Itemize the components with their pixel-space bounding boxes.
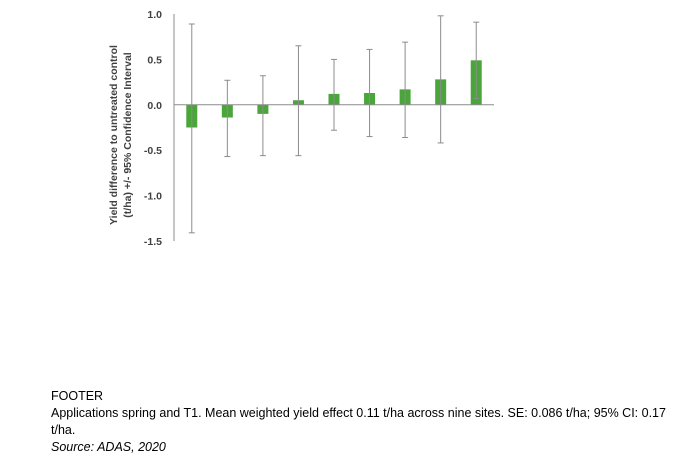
- footer-source: Source: ADAS, 2020: [51, 440, 166, 454]
- y-tick-label: -0.5: [144, 145, 162, 157]
- y-axis: 1.0 0.5 0.0 -0.5 -1.0 -1.5: [144, 9, 175, 248]
- y-tick-label: 0.0: [147, 100, 162, 112]
- footer-text: Applications spring and T1. Mean weighte…: [51, 406, 666, 437]
- error-bars: [188, 15, 480, 234]
- chart: 1.0 0.5 0.0 -0.5 -1.0 -1.5 Yield difference t…: [108, 9, 494, 248]
- footer-heading: FOOTER: [51, 389, 104, 403]
- y-tick-label: 1.0: [147, 9, 162, 21]
- y-axis-label-line1: Yield difference to untreated control: [108, 45, 120, 225]
- y-tick-label: 0.5: [147, 54, 162, 66]
- y-tick-label: -1.5: [144, 236, 162, 248]
- y-axis-label-line2: (t/ha) +/- 95% Confidence Interval: [122, 52, 134, 217]
- y-tick-label: -1.0: [144, 191, 162, 203]
- footer: FOOTER Applications spring and T1. Mean …: [51, 388, 681, 456]
